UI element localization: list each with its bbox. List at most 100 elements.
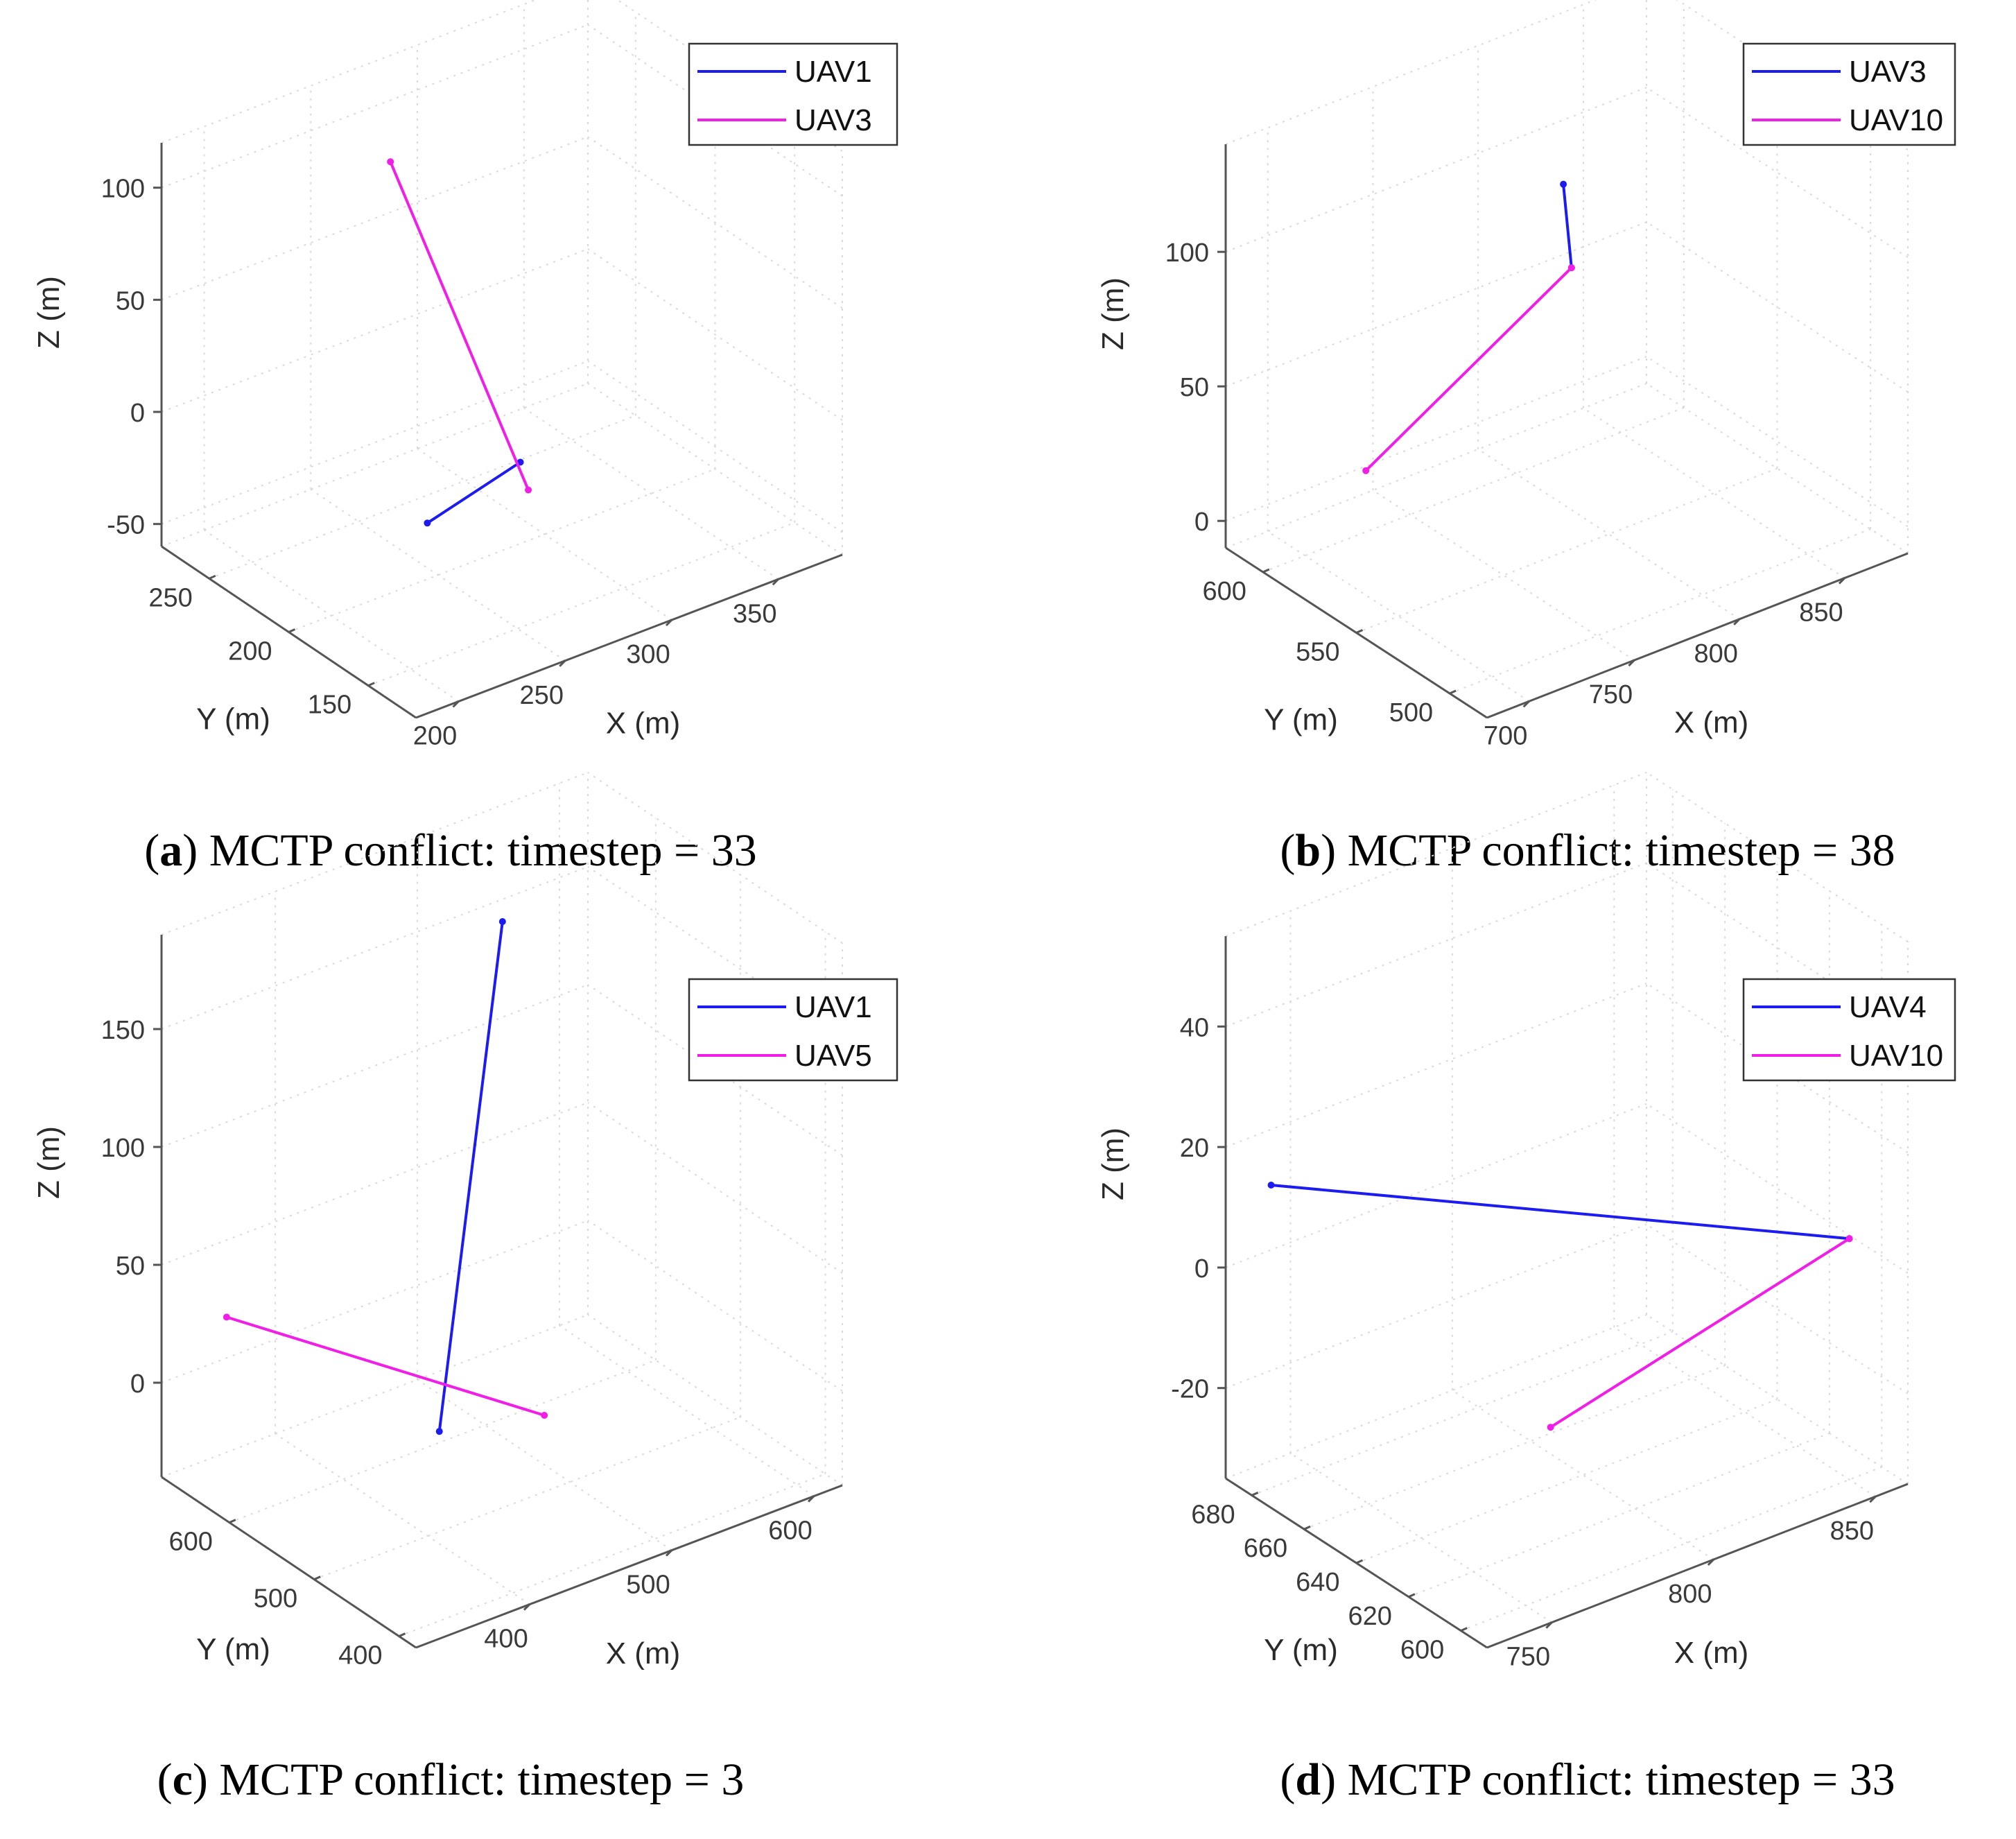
z-axis-label: Z (m) [32, 276, 66, 349]
y-tick-mark [1449, 689, 1457, 695]
grid-line [587, 248, 843, 421]
z-tick-label: 50 [116, 286, 145, 316]
x-tick-mark [1707, 1558, 1714, 1566]
x-axis-label: X (m) [1674, 1636, 1749, 1670]
series-point [387, 158, 394, 166]
y-axis-label: Y (m) [1264, 1633, 1338, 1667]
z-tick-label: 100 [1165, 239, 1209, 268]
series-line-uav1 [426, 460, 521, 524]
panel-caption: (a) MCTP conflict: timestep = 33 [144, 825, 757, 876]
grid-line [523, 407, 779, 580]
panel-caption: (c) MCTP conflict: timestep = 3 [157, 1754, 745, 1805]
grid-line [161, 1102, 589, 1266]
panel-caption: (d) MCTP conflict: timestep = 33 [1280, 1754, 1895, 1805]
grid-line [310, 488, 566, 662]
series-point [1560, 180, 1567, 188]
legend-box [1742, 42, 1956, 146]
z-axis-label: Z (m) [1096, 277, 1130, 350]
y-axis-label: Y (m) [196, 1632, 270, 1666]
x-tick-mark [1733, 618, 1741, 625]
chart-panel-b: 700 750 800 850 500 550 600 0 50 100 X (m) Y (m) Z (… [1096, 0, 1956, 876]
y-axis-label: Y (m) [1264, 703, 1338, 737]
grid-line [399, 1473, 826, 1637]
caption-paren-open: ( [144, 825, 159, 876]
x-tick-label: 400 [484, 1625, 528, 1654]
caption-letter: c [173, 1754, 193, 1805]
x-tick-label: 850 [1799, 598, 1843, 628]
grid-line [1356, 1399, 1778, 1564]
caption-text: MCTP conflict: timestep = 3 [219, 1754, 744, 1805]
legend-label: UAV1 [794, 55, 872, 89]
x-tick-label: 300 [626, 640, 670, 669]
grid-line [1477, 448, 1740, 620]
y-tick-label: 150 [308, 691, 351, 720]
x-axis-line [1486, 1483, 1909, 1649]
grid-line [1646, 772, 1909, 942]
y-axis-line [161, 1476, 417, 1649]
z-tick-label: 150 [101, 1016, 145, 1045]
caption-text: MCTP conflict: timestep = 33 [1348, 1754, 1895, 1805]
caption-paren-open: ( [1280, 1754, 1295, 1805]
grid [1225, 772, 1909, 1632]
grid-line [417, 1379, 672, 1551]
grid-line [587, 383, 843, 555]
y-axis-label: Y (m) [196, 702, 270, 736]
y-tick-mark [398, 1632, 406, 1637]
x-tick-mark [1869, 1496, 1877, 1503]
grid-line [1646, 87, 1909, 259]
x-axis-label: X (m) [606, 707, 681, 741]
legend: UAV4 UAV10 [1742, 978, 1956, 1082]
y-tick-mark [1303, 1525, 1311, 1530]
x-tick-label: 800 [1668, 1580, 1712, 1609]
grid-line [1646, 383, 1909, 554]
grid-line [275, 1433, 530, 1605]
z-tick-label: 20 [1180, 1134, 1209, 1163]
z-tick-label: 100 [101, 175, 145, 204]
caption-paren-close: ) [193, 1754, 219, 1805]
grid-line [1372, 490, 1635, 661]
grid-line [587, 1102, 843, 1274]
series-point [435, 1428, 443, 1435]
x-tick-mark [559, 659, 566, 667]
y-tick-mark [288, 628, 296, 633]
y-tick-mark [1355, 1559, 1364, 1564]
y-tick-label: 250 [148, 583, 192, 612]
grid-line [1646, 862, 1909, 1033]
z-tick-label: -50 [107, 511, 145, 540]
legend-box [688, 42, 898, 146]
legend: UAV3 UAV10 [1742, 42, 1956, 146]
y-tick-label: 600 [1400, 1636, 1444, 1665]
grid-line [1225, 356, 1647, 522]
legend: UAV1 UAV5 [688, 978, 898, 1082]
grid-line [367, 521, 795, 687]
legend-label: UAV4 [1849, 990, 1927, 1024]
z-tick-label: 0 [1194, 508, 1209, 537]
x-tick-label: 800 [1694, 639, 1737, 668]
y-tick-label: 550 [1296, 638, 1339, 667]
chart-panel-d: 750 800 850 600 620 640 660 680 -20 0 20 40 X (m) Y (… [1096, 772, 1956, 1805]
grid-line [1251, 1331, 1674, 1496]
x-tick-label: 200 [413, 722, 457, 751]
caption-paren-close: ) [1321, 1754, 1347, 1805]
caption-paren-close: ) [1321, 825, 1347, 876]
x-axis-line [415, 553, 843, 719]
series-point [498, 918, 506, 925]
grid-line [1225, 862, 1647, 1028]
legend: UAV1 UAV3 [688, 42, 898, 146]
z-tick-label: -20 [1171, 1375, 1209, 1404]
caption-text: MCTP conflict: timestep = 33 [209, 825, 757, 876]
y-tick-mark [1262, 568, 1270, 573]
z-tick-label: 0 [1194, 1254, 1209, 1284]
y-tick-mark [229, 1519, 236, 1523]
series-line-uav1 [437, 921, 504, 1432]
series-point [1845, 1235, 1853, 1243]
legend-label: UAV3 [1849, 55, 1927, 89]
y-tick-label: 500 [254, 1585, 297, 1614]
x-axis-line [415, 1484, 843, 1649]
caption-paren-close: ) [182, 825, 209, 876]
grid-line [1613, 1327, 1876, 1497]
series-point [424, 519, 431, 527]
x-tick-label: 600 [768, 1517, 812, 1546]
caption-paren-open: ( [1280, 825, 1295, 876]
